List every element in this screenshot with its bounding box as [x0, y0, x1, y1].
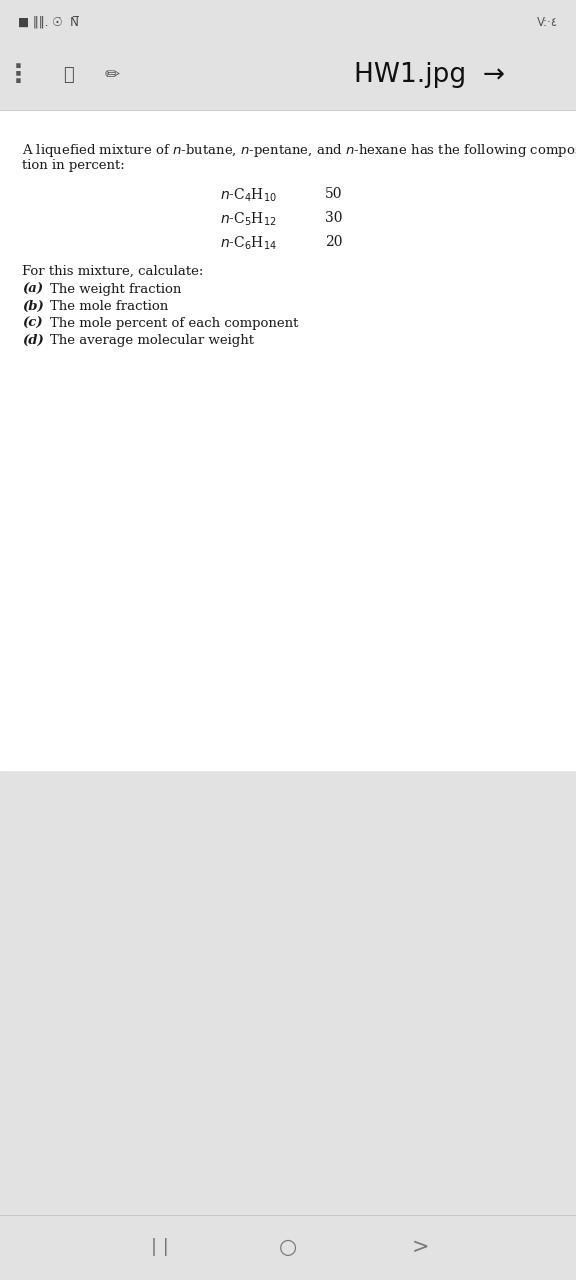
Text: (a): (a) — [22, 283, 43, 296]
Text: For this mixture, calculate:: For this mixture, calculate: — [22, 265, 203, 278]
Text: V:·٤: V:·٤ — [537, 15, 558, 28]
Text: (c): (c) — [22, 317, 43, 330]
Text: ⬜: ⬜ — [63, 67, 73, 84]
Text: (b): (b) — [22, 300, 44, 314]
Text: $n$-C$_5$H$_{12}$: $n$-C$_5$H$_{12}$ — [220, 211, 276, 228]
Text: 20: 20 — [325, 236, 343, 250]
Text: $n$-C$_4$H$_{10}$: $n$-C$_4$H$_{10}$ — [220, 187, 276, 205]
Text: ✏: ✏ — [104, 67, 120, 84]
Text: HW1.jpg  →: HW1.jpg → — [354, 61, 506, 88]
Text: tion in percent:: tion in percent: — [22, 159, 125, 172]
Text: >: > — [411, 1236, 429, 1257]
Text: (d): (d) — [22, 334, 44, 347]
Text: The mole percent of each component: The mole percent of each component — [50, 317, 298, 330]
Text: ⋮: ⋮ — [6, 63, 31, 87]
Text: $n$-C$_6$H$_{14}$: $n$-C$_6$H$_{14}$ — [220, 236, 277, 252]
Text: The mole fraction: The mole fraction — [50, 300, 168, 314]
Text: The average molecular weight: The average molecular weight — [50, 334, 254, 347]
Text: | |: | | — [151, 1238, 169, 1256]
Text: A liquefied mixture of $n$-butane, $n$-pentane, and $n$-hexane has the following: A liquefied mixture of $n$-butane, $n$-p… — [22, 142, 576, 159]
Text: 50: 50 — [325, 187, 343, 201]
Text: ■ ‖‖. ☉̇  N̅: ■ ‖‖. ☉̇ N̅ — [18, 15, 79, 28]
Bar — [0, 110, 576, 771]
Text: ○: ○ — [279, 1236, 297, 1257]
Text: 30: 30 — [325, 211, 343, 225]
Text: The weight fraction: The weight fraction — [50, 283, 181, 296]
